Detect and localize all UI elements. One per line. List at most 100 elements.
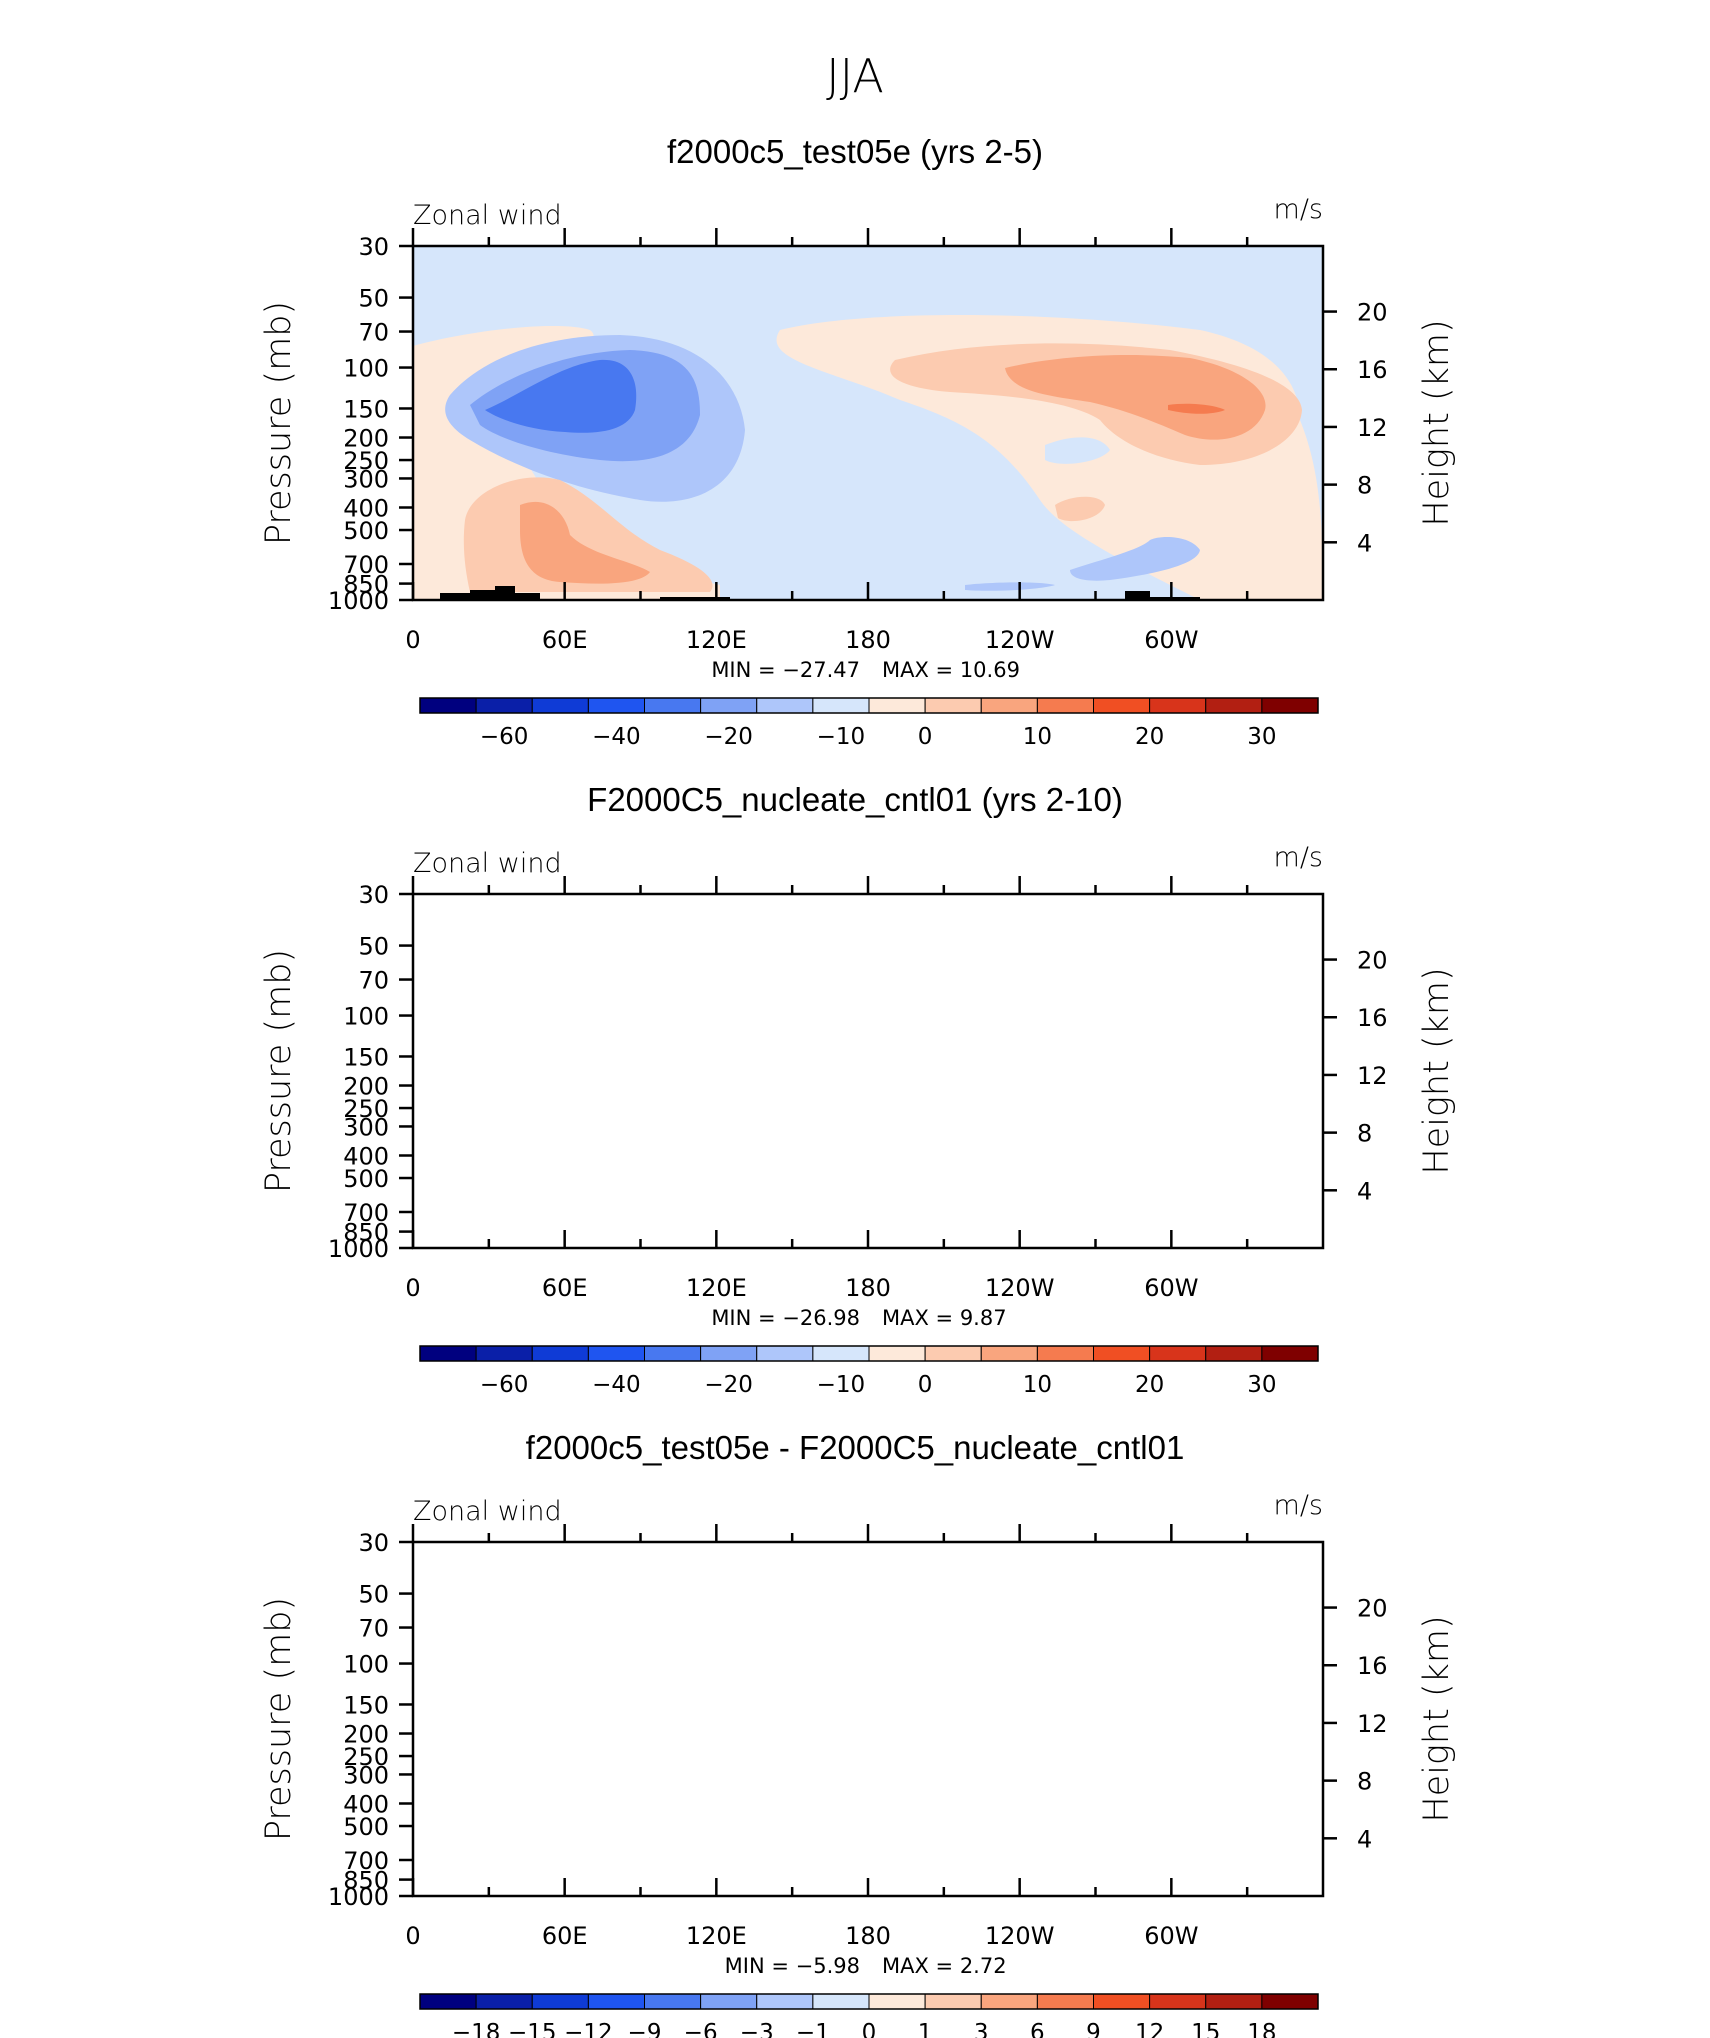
x-tick-label: 120W <box>985 626 1055 654</box>
y-axis-title-right: Height (km) <box>1417 1615 1457 1822</box>
pressure-tick-label: 150 <box>343 395 389 423</box>
contour-region <box>1113 1542 1323 1896</box>
contour-region <box>470 1125 722 1240</box>
contour-region <box>995 1003 1262 1088</box>
colorbar-box <box>924 1993 982 2010</box>
colorbar-box <box>587 1345 645 1362</box>
colorbar-label: 30 <box>1247 724 1276 750</box>
contour-region <box>1118 1694 1216 1837</box>
colorbar-label: −12 <box>564 2020 613 2038</box>
height-tick-label: 8 <box>1357 1120 1372 1148</box>
x-tick-label: 60E <box>542 626 588 654</box>
contour-field <box>413 246 1323 600</box>
contour-region <box>485 359 637 433</box>
colorbar-box <box>531 1345 589 1362</box>
colorbar-label: 12 <box>1135 2020 1164 2038</box>
pressure-tick-label: 300 <box>343 1761 389 1789</box>
pressure-tick-label: 500 <box>343 1165 389 1193</box>
units-label: m/s <box>1274 1490 1323 1521</box>
min-label: MIN = −5.98 <box>725 1954 860 1978</box>
units-label: m/s <box>1274 842 1323 873</box>
panel-title: F2000C5_nucleate_cntl01 (yrs 2-10) <box>587 781 1123 818</box>
x-tick-label: 60W <box>1144 626 1198 654</box>
colorbar-box <box>587 697 645 714</box>
colorbar-label: −9 <box>628 2020 662 2038</box>
contour-region <box>640 1744 657 1758</box>
pressure-tick-label: 250 <box>343 1095 389 1123</box>
max-label: MAX = 2.72 <box>882 1954 1007 1978</box>
x-tick-label: 60W <box>1144 1274 1198 1302</box>
colorbar-label: −40 <box>592 724 641 750</box>
height-tick-label: 8 <box>1357 1768 1372 1796</box>
colorbar-box <box>756 1993 814 2010</box>
colorbar-frame <box>419 1345 1319 1362</box>
pressure-tick-label: 700 <box>343 1847 389 1875</box>
colorbar-box <box>980 697 1038 714</box>
colorbar-label: 0 <box>918 1372 933 1398</box>
contour-field <box>413 1542 1323 1896</box>
height-tick-label: 16 <box>1357 1004 1388 1032</box>
colorbar-label: 1 <box>918 2020 933 2038</box>
y-axis-title: Pressure (mb) <box>259 301 299 545</box>
figure-title: JJA <box>826 49 884 103</box>
contour-field <box>413 894 1323 1248</box>
colorbar-label: −40 <box>592 1372 641 1398</box>
pressure-tick-label: 400 <box>343 1790 389 1818</box>
colorbar-label: 0 <box>918 724 933 750</box>
colorbar-box <box>531 697 589 714</box>
x-tick-label: 0 <box>405 626 420 654</box>
x-tick-label: 120E <box>686 626 747 654</box>
pressure-tick-label: 100 <box>343 1651 389 1679</box>
colorbar-label: 3 <box>974 2020 989 2038</box>
colorbar-box <box>980 1993 1038 2010</box>
x-tick-label: 180 <box>845 1922 891 1950</box>
pressure-tick-label: 1000 <box>328 1883 389 1911</box>
x-tick-label: 120E <box>686 1274 747 1302</box>
colorbar-frame <box>419 697 1319 714</box>
x-tick-label: 120W <box>985 1274 1055 1302</box>
contour-region <box>413 1626 1009 1830</box>
panel-title: f2000c5_test05e (yrs 2-5) <box>667 133 1043 170</box>
contour-region <box>1066 1162 1080 1169</box>
colorbar-box <box>756 1345 814 1362</box>
pressure-tick-label: 150 <box>343 1691 389 1719</box>
colorbar-box <box>1261 1993 1319 2010</box>
contour-region <box>413 1542 644 1596</box>
contour-region <box>1240 1623 1323 1680</box>
min-label: MIN = −27.47 <box>711 658 860 682</box>
chart-panel-1: f2000c5_test05e (yrs 2-5) Zonal wind m/s 0 6… <box>259 133 1457 750</box>
colorbar-box <box>812 1993 870 2010</box>
pressure-tick-label: 700 <box>343 551 389 579</box>
colorbar-box <box>475 1993 533 2010</box>
contour-region <box>413 1542 1323 1896</box>
contour-region <box>737 1663 828 1743</box>
orography <box>440 586 1200 600</box>
colorbar-label: 9 <box>1086 2020 1101 2038</box>
x-tick-label: 60E <box>542 1274 588 1302</box>
y-axis-title: Pressure (mb) <box>259 1597 299 1841</box>
pressure-tick-label: 50 <box>358 1581 389 1609</box>
colorbar-box <box>1093 1345 1151 1362</box>
colorbar-box <box>1036 1993 1094 2010</box>
pressure-tick-label: 30 <box>358 881 389 909</box>
height-tick-label: 12 <box>1357 1062 1388 1090</box>
pressure-tick-label: 200 <box>343 425 389 453</box>
pressure-tick-label: 100 <box>343 1003 389 1031</box>
contour-region <box>465 998 706 1109</box>
pressure-tick-label: 300 <box>343 465 389 493</box>
contour-region <box>1237 1679 1323 1786</box>
contour-region <box>413 973 730 1248</box>
contour-region <box>1070 1182 1200 1231</box>
contour-region <box>432 978 775 1158</box>
pressure-tick-label: 1000 <box>328 1235 389 1263</box>
height-tick-label: 12 <box>1357 1710 1388 1738</box>
height-tick-label: 16 <box>1357 1652 1388 1680</box>
colorbar-box <box>812 697 870 714</box>
colorbar-box <box>812 1345 870 1362</box>
pressure-tick-label: 1000 <box>328 587 389 615</box>
colorbar-box <box>756 697 814 714</box>
colorbar-label: −15 <box>508 2020 557 2038</box>
colorbar-box <box>700 1993 758 2010</box>
colorbar-label: −20 <box>704 1372 753 1398</box>
contour-region <box>520 501 650 584</box>
